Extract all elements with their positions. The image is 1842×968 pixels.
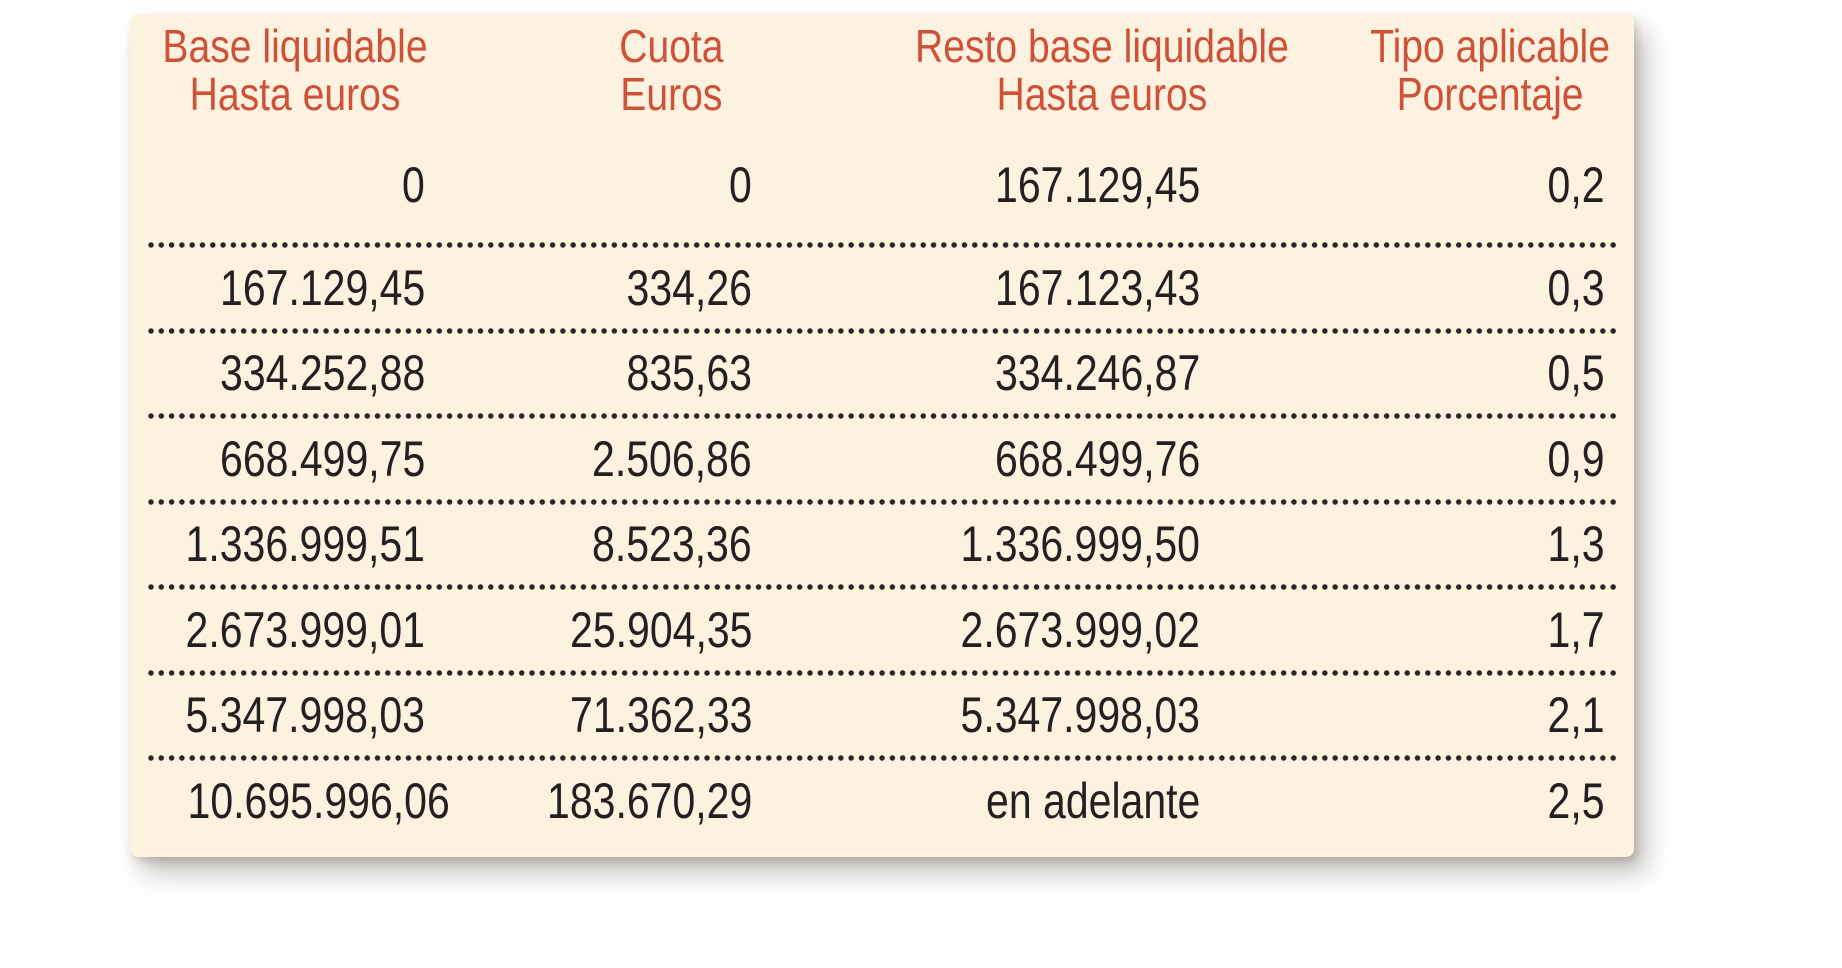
dotted-separator xyxy=(146,584,1620,590)
column-header-cuota: Cuota Euros xyxy=(460,22,882,118)
header-line2: Hasta euros xyxy=(996,68,1208,120)
header-line1: Cuota xyxy=(618,20,724,72)
tax-rate-table-panel: Base liquidable Hasta euros Cuota Euros … xyxy=(130,14,1634,857)
table-cell: 167.129,45 xyxy=(994,157,1200,213)
table-cell: 183.670,29 xyxy=(546,772,752,829)
column-header-resto-base-liquidable: Resto base liquidable Hasta euros xyxy=(882,22,1289,120)
table-cell: 5.347.998,03 xyxy=(185,687,425,744)
table-cell: 668.499,76 xyxy=(994,430,1200,487)
table-row: 5.347.998,03 71.362,33 5.347.998,03 2,1 xyxy=(130,676,1634,756)
dotted-separator xyxy=(146,242,1620,248)
dotted-separator xyxy=(146,498,1620,505)
table-cell: en adelante xyxy=(985,772,1200,829)
dotted-separator xyxy=(146,669,1620,676)
dotted-separator xyxy=(146,755,1620,761)
header-line2: Hasta euros xyxy=(189,68,401,120)
table-cell: 5.347.998,03 xyxy=(960,687,1200,744)
table-cell: 2,1 xyxy=(1547,687,1605,744)
dotted-separator xyxy=(146,327,1620,334)
table-cell: 334.246,87 xyxy=(994,345,1200,402)
table-cell: 167.123,43 xyxy=(994,259,1200,316)
table-cell: 0 xyxy=(729,157,752,213)
table-header-row: Base liquidable Hasta euros Cuota Euros … xyxy=(130,14,1634,128)
table-cell: 25.904,35 xyxy=(569,601,752,658)
table-cell: 0,3 xyxy=(1547,259,1605,316)
table-cell: 0,5 xyxy=(1547,345,1605,402)
table-cell: 2,5 xyxy=(1547,772,1605,829)
table-cell: 0,9 xyxy=(1547,430,1605,487)
table-cell: 2.506,86 xyxy=(592,430,752,487)
table-cell: 71.362,33 xyxy=(569,687,752,744)
table-row: 334.252,88 835,63 334.246,87 0,5 xyxy=(130,334,1634,414)
table-row: 0 0 167.129,45 0,2 xyxy=(130,128,1634,242)
header-line1: Tipo aplicable xyxy=(1370,20,1610,72)
table-row: 167.129,45 334,26 167.123,43 0,3 xyxy=(130,248,1634,328)
table-cell: 835,63 xyxy=(626,345,752,402)
table-cell: 668.499,75 xyxy=(219,430,425,487)
table-cell: 2.673.999,01 xyxy=(185,601,425,658)
header-line2: Porcentaje xyxy=(1396,68,1584,120)
table-cell: 1.336.999,50 xyxy=(960,516,1200,573)
table-cell: 8.523,36 xyxy=(592,516,752,573)
table-cell: 1,3 xyxy=(1547,516,1605,573)
table-cell: 334,26 xyxy=(626,259,752,316)
header-line1: Resto base liquidable xyxy=(914,20,1289,72)
table-cell: 10.695.996,06 xyxy=(187,772,450,829)
column-header-base-liquidable: Base liquidable Hasta euros xyxy=(130,22,460,118)
table-cell: 0 xyxy=(402,157,425,213)
table-row: 10.695.996,06 183.670,29 en adelante 2,5 xyxy=(130,761,1634,841)
table-row: 668.499,75 2.506,86 668.499,76 0,9 xyxy=(130,419,1634,499)
dotted-separator xyxy=(146,413,1620,419)
table-cell: 0,2 xyxy=(1547,157,1605,213)
table-cell: 167.129,45 xyxy=(219,259,425,316)
table-cell: 2.673.999,02 xyxy=(960,601,1200,658)
table-cell: 1.336.999,51 xyxy=(185,516,425,573)
table-row: 2.673.999,01 25.904,35 2.673.999,02 1,7 xyxy=(130,590,1634,670)
table-cell: 334.252,88 xyxy=(219,345,425,402)
table-cell: 1,7 xyxy=(1547,601,1605,658)
header-line1: Base liquidable xyxy=(162,20,428,72)
table-row: 1.336.999,51 8.523,36 1.336.999,50 1,3 xyxy=(130,505,1634,585)
column-header-tipo-aplicable: Tipo aplicable Porcentaje xyxy=(1312,22,1668,118)
header-line2: Euros xyxy=(619,68,723,120)
